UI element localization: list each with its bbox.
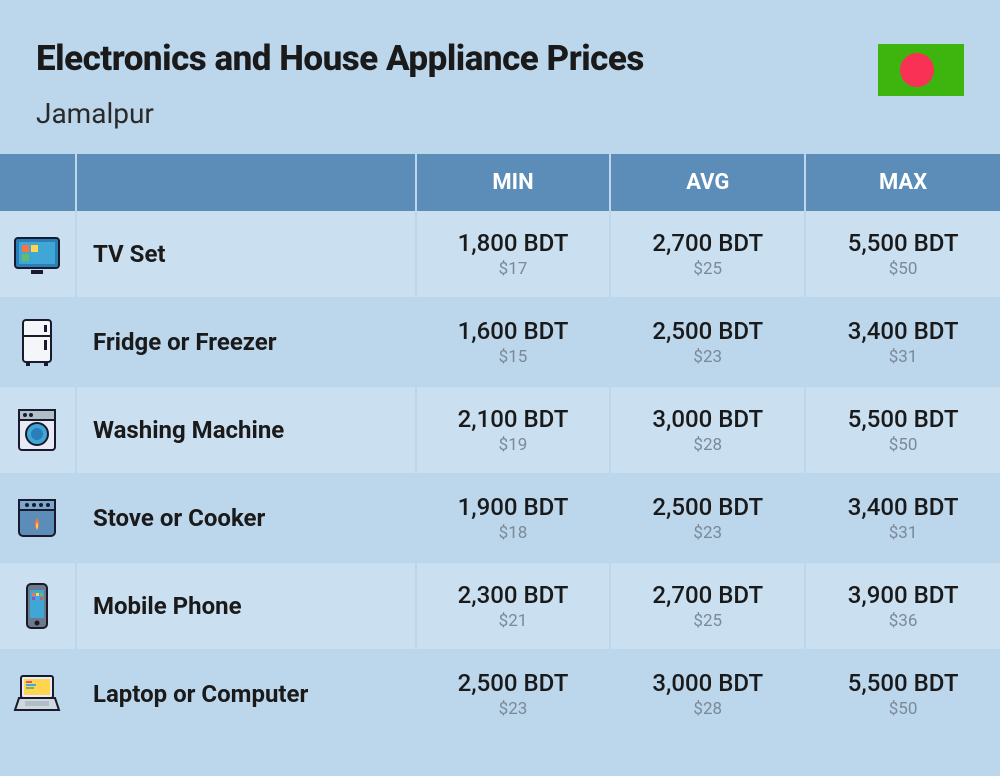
row-min-cell: 1,800 BDT $17 [416, 211, 611, 298]
min-bdt: 1,600 BDT [425, 317, 602, 345]
location-subtitle: Jamalpur [36, 97, 878, 130]
table-row: Fridge or Freezer 1,600 BDT $15 2,500 BD… [0, 298, 1000, 386]
avg-usd: $25 [619, 259, 796, 279]
avg-bdt: 2,700 BDT [619, 229, 796, 257]
table-row: Laptop or Computer 2,500 BDT $23 3,000 B… [0, 650, 1000, 738]
row-name: TV Set [76, 211, 416, 298]
table-row: Mobile Phone 2,300 BDT $21 2,700 BDT $25… [0, 562, 1000, 650]
row-name: Washing Machine [76, 386, 416, 474]
min-usd: $15 [425, 347, 602, 367]
avg-usd: $23 [619, 347, 796, 367]
price-table: MIN AVG MAX TV Set 1,800 BDT $17 2,700 B… [0, 154, 1000, 739]
table-row: Washing Machine 2,100 BDT $19 3,000 BDT … [0, 386, 1000, 474]
row-max-cell: 5,500 BDT $50 [805, 386, 1000, 474]
max-usd: $50 [814, 699, 992, 719]
row-name: Fridge or Freezer [76, 298, 416, 386]
phone-icon [11, 580, 63, 632]
row-min-cell: 1,600 BDT $15 [416, 298, 611, 386]
max-bdt: 5,500 BDT [814, 669, 992, 697]
page-title: Electronics and House Appliance Prices [36, 38, 878, 79]
bangladesh-flag-icon [878, 44, 964, 96]
avg-bdt: 3,000 BDT [619, 405, 796, 433]
header-icon-col [0, 154, 76, 211]
max-bdt: 5,500 BDT [814, 229, 992, 257]
tv-icon [11, 228, 63, 280]
row-max-cell: 3,900 BDT $36 [805, 562, 1000, 650]
laptop-icon [11, 668, 63, 720]
title-block: Electronics and House Appliance Prices J… [36, 38, 878, 130]
min-bdt: 2,100 BDT [425, 405, 602, 433]
row-min-cell: 2,300 BDT $21 [416, 562, 611, 650]
row-name: Laptop or Computer [76, 650, 416, 738]
row-max-cell: 5,500 BDT $50 [805, 650, 1000, 738]
row-name: Mobile Phone [76, 562, 416, 650]
min-usd: $21 [425, 611, 602, 631]
row-max-cell: 3,400 BDT $31 [805, 474, 1000, 562]
min-bdt: 2,300 BDT [425, 581, 602, 609]
row-avg-cell: 2,500 BDT $23 [610, 298, 805, 386]
row-max-cell: 3,400 BDT $31 [805, 298, 1000, 386]
header-max: MAX [805, 154, 1000, 211]
max-usd: $31 [814, 523, 992, 543]
min-bdt: 2,500 BDT [425, 669, 602, 697]
page-container: Electronics and House Appliance Prices J… [0, 0, 1000, 776]
max-bdt: 3,400 BDT [814, 493, 992, 521]
min-usd: $18 [425, 523, 602, 543]
row-min-cell: 1,900 BDT $18 [416, 474, 611, 562]
row-min-cell: 2,100 BDT $19 [416, 386, 611, 474]
max-usd: $31 [814, 347, 992, 367]
avg-bdt: 2,500 BDT [619, 493, 796, 521]
min-bdt: 1,800 BDT [425, 229, 602, 257]
row-icon-cell [0, 211, 76, 298]
row-avg-cell: 3,000 BDT $28 [610, 650, 805, 738]
row-icon-cell [0, 298, 76, 386]
avg-bdt: 3,000 BDT [619, 669, 796, 697]
row-icon-cell [0, 650, 76, 738]
avg-usd: $25 [619, 611, 796, 631]
max-usd: $36 [814, 611, 992, 631]
min-bdt: 1,900 BDT [425, 493, 602, 521]
max-bdt: 3,900 BDT [814, 581, 992, 609]
stove-icon [11, 492, 63, 544]
min-usd: $19 [425, 435, 602, 455]
row-icon-cell [0, 562, 76, 650]
flag-circle [900, 53, 934, 87]
max-usd: $50 [814, 435, 992, 455]
table-row: TV Set 1,800 BDT $17 2,700 BDT $25 5,500… [0, 211, 1000, 298]
max-usd: $50 [814, 259, 992, 279]
row-avg-cell: 3,000 BDT $28 [610, 386, 805, 474]
row-avg-cell: 2,700 BDT $25 [610, 562, 805, 650]
row-icon-cell [0, 386, 76, 474]
avg-bdt: 2,700 BDT [619, 581, 796, 609]
washer-icon [11, 404, 63, 456]
row-icon-cell [0, 474, 76, 562]
row-avg-cell: 2,700 BDT $25 [610, 211, 805, 298]
row-avg-cell: 2,500 BDT $23 [610, 474, 805, 562]
row-name: Stove or Cooker [76, 474, 416, 562]
avg-usd: $23 [619, 523, 796, 543]
header-min: MIN [416, 154, 611, 211]
avg-usd: $28 [619, 435, 796, 455]
max-bdt: 5,500 BDT [814, 405, 992, 433]
header: Electronics and House Appliance Prices J… [0, 38, 1000, 130]
row-max-cell: 5,500 BDT $50 [805, 211, 1000, 298]
fridge-icon [11, 316, 63, 368]
table-header-row: MIN AVG MAX [0, 154, 1000, 211]
max-bdt: 3,400 BDT [814, 317, 992, 345]
header-name-col [76, 154, 416, 211]
row-min-cell: 2,500 BDT $23 [416, 650, 611, 738]
avg-usd: $28 [619, 699, 796, 719]
avg-bdt: 2,500 BDT [619, 317, 796, 345]
min-usd: $17 [425, 259, 602, 279]
min-usd: $23 [425, 699, 602, 719]
table-row: Stove or Cooker 1,900 BDT $18 2,500 BDT … [0, 474, 1000, 562]
table-body: TV Set 1,800 BDT $17 2,700 BDT $25 5,500… [0, 211, 1000, 738]
header-avg: AVG [610, 154, 805, 211]
